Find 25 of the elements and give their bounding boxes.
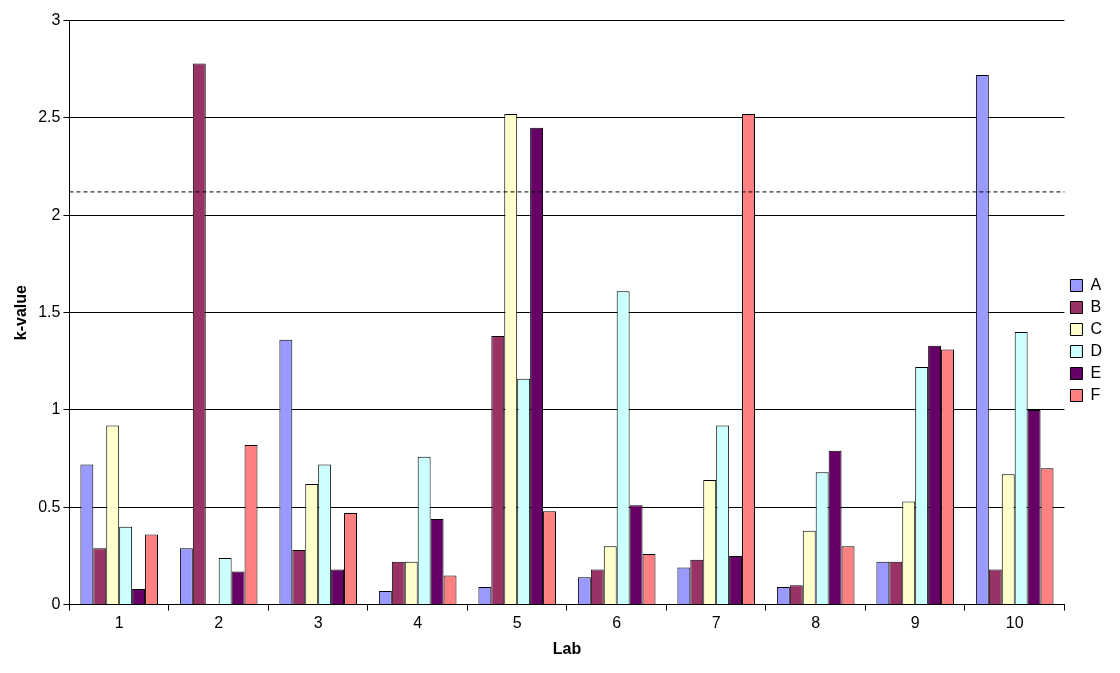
x-tick-label: 6 — [612, 613, 622, 631]
x-tick-label: 1 — [114, 613, 124, 631]
x-tick-label: 7 — [711, 613, 721, 631]
x-tick-label: 4 — [413, 613, 423, 631]
y-tick-label: 0 — [51, 595, 61, 613]
y-tick-label: 2 — [51, 205, 61, 223]
y-axis-title: k-value — [12, 284, 30, 341]
legend-label: E — [1090, 363, 1102, 381]
legend-label: F — [1090, 385, 1101, 403]
y-tick-label: 1 — [51, 400, 61, 418]
legend-label: A — [1090, 275, 1102, 293]
legend-label: D — [1090, 341, 1103, 359]
x-tick-label: 9 — [910, 613, 920, 631]
y-tick-label: 0.5 — [38, 497, 61, 515]
y-tick-label: 1.5 — [38, 303, 61, 321]
y-tick-label: 2.5 — [38, 108, 61, 126]
legend-label: B — [1090, 297, 1102, 315]
x-axis-title: Lab — [552, 639, 582, 657]
x-tick-label: 8 — [811, 613, 821, 631]
legend-label: C — [1090, 319, 1103, 337]
x-tick-label: 2 — [214, 613, 224, 631]
y-tick-label: 3 — [51, 11, 61, 29]
x-tick-label: 3 — [313, 613, 323, 631]
x-tick-label: 10 — [1005, 613, 1024, 631]
x-tick-label: 5 — [512, 613, 522, 631]
